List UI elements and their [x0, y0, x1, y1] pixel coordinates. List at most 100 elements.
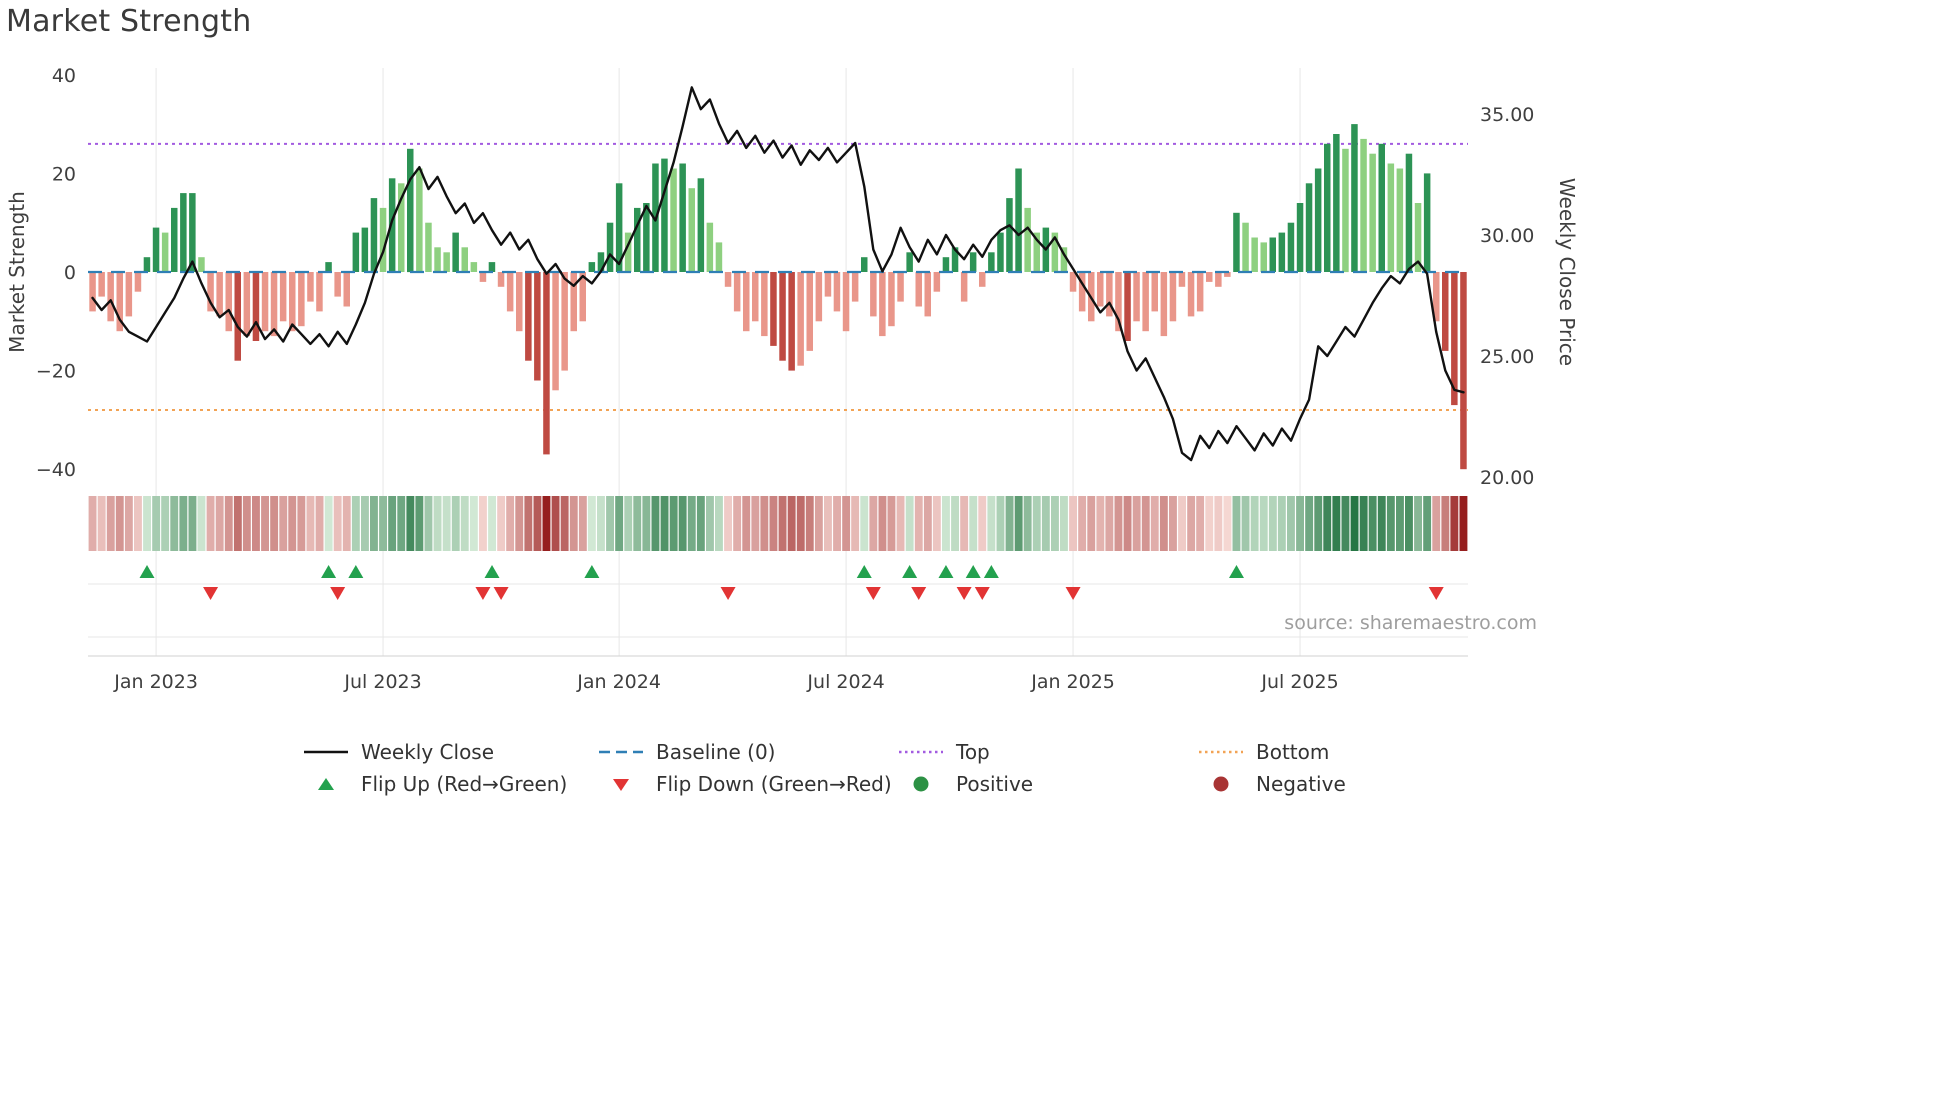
heat-cell: [1377, 496, 1386, 551]
heat-cell: [814, 496, 823, 551]
positive-dot-icon: [913, 776, 929, 792]
heat-cell: [860, 496, 869, 551]
strength-bar: [779, 272, 786, 361]
flip-down-marker: [911, 587, 927, 600]
legend-item-positive[interactable]: Positive: [898, 771, 1033, 797]
legend-label: Flip Down (Green→Red): [656, 772, 892, 796]
heat-cell: [1323, 496, 1332, 551]
heat-cell: [633, 496, 642, 551]
strength-bar: [1433, 272, 1440, 322]
strength-bar: [1233, 212, 1240, 272]
strength-bar: [125, 272, 133, 317]
heat-cell: [624, 496, 633, 551]
heat-cell: [1259, 496, 1268, 551]
legend-item-negative[interactable]: Negative: [1198, 771, 1346, 797]
heat-cell: [279, 496, 288, 551]
heat-cell: [1287, 496, 1295, 551]
heat-cell: [1105, 496, 1114, 551]
strength-bar: [561, 272, 568, 371]
legend-label: Top: [956, 740, 990, 764]
heat-cell: [769, 496, 778, 551]
strength-bar: [1423, 173, 1431, 272]
heat-cell: [288, 496, 297, 551]
heat-cell: [1060, 496, 1068, 551]
strength-bar: [788, 272, 795, 371]
heat-cell: [1114, 496, 1123, 551]
heat-cell: [1250, 496, 1259, 551]
heat-cell: [488, 496, 496, 551]
heat-cell: [787, 496, 796, 551]
strength-bar: [361, 227, 369, 272]
heat-cell: [161, 496, 170, 551]
strength-bar: [988, 252, 995, 272]
strength-bar: [171, 207, 178, 272]
right-axis-tick-label: 20.00: [1480, 467, 1534, 489]
heat-cell: [1078, 496, 1087, 551]
heat-cell: [1359, 496, 1368, 551]
flip-up-marker: [902, 565, 918, 578]
legend-item-top[interactable]: Top: [898, 739, 990, 765]
strength-bar: [1133, 272, 1140, 322]
flip-down-marker: [1428, 587, 1444, 600]
legend-item-flip-down[interactable]: Flip Down (Green→Red): [598, 771, 892, 797]
strength-bar: [1305, 183, 1313, 272]
heat-cell: [261, 496, 269, 551]
x-axis-tick-label: Jul 2024: [806, 671, 884, 693]
bottom-dotted-swatch: [1199, 750, 1243, 754]
strength-bar: [506, 272, 514, 312]
heat-cell: [669, 496, 678, 551]
strength-bar: [1124, 272, 1131, 341]
heat-cell: [642, 496, 651, 551]
strength-bar: [743, 272, 750, 332]
strength-bar: [243, 272, 251, 337]
strength-bar: [261, 272, 269, 332]
legend-item-bottom[interactable]: Bottom: [1198, 739, 1329, 765]
heat-cell: [733, 496, 742, 551]
strength-bar: [733, 272, 741, 312]
strength-bar: [643, 203, 650, 272]
strength-bar: [461, 247, 468, 272]
heat-cell: [206, 496, 215, 551]
strength-bar: [452, 232, 459, 272]
heat-cell: [960, 496, 969, 551]
left-axis-tick-label: 0: [64, 262, 76, 284]
strength-bar: [98, 272, 105, 297]
heat-cell: [506, 496, 515, 551]
legend-item-flip-up[interactable]: Flip Up (Red→Green): [303, 771, 567, 797]
right-axis-tick-label: 35.00: [1480, 104, 1534, 126]
heat-cell: [460, 496, 469, 551]
strength-bar: [915, 272, 922, 307]
heat-cell: [851, 496, 860, 551]
heat-cell: [1032, 496, 1041, 551]
strength-bar: [761, 272, 768, 337]
left-axis-tick-label: −40: [36, 459, 76, 481]
strength-bar: [134, 272, 142, 292]
heat-cell: [905, 496, 914, 551]
strength-bar: [979, 272, 986, 287]
heat-cell: [1368, 496, 1377, 551]
heat-cell: [1005, 496, 1014, 551]
heat-cell: [1123, 496, 1132, 551]
strength-bar: [1015, 168, 1022, 272]
legend-item-weekly-close[interactable]: Weekly Close: [303, 739, 494, 765]
heat-cell: [361, 496, 369, 551]
legend-item-baseline[interactable]: Baseline (0): [598, 739, 775, 765]
heat-cell: [433, 496, 442, 551]
strength-bar: [1106, 272, 1113, 317]
negative-dot-icon: [1213, 776, 1229, 792]
heat-cell: [696, 496, 705, 551]
heat-cell: [479, 496, 487, 551]
flip-down-marker: [865, 587, 881, 600]
strength-bar: [1287, 222, 1295, 272]
strength-bar: [1378, 143, 1385, 272]
strength-bar: [724, 272, 732, 287]
heat-cell: [1423, 496, 1432, 551]
heat-cell: [560, 496, 569, 551]
strength-bar: [216, 272, 223, 317]
heat-cell: [715, 496, 723, 551]
strength-bar: [870, 272, 877, 317]
strength-bar: [806, 272, 813, 351]
heat-cell: [569, 496, 578, 551]
strength-bar: [588, 262, 596, 272]
